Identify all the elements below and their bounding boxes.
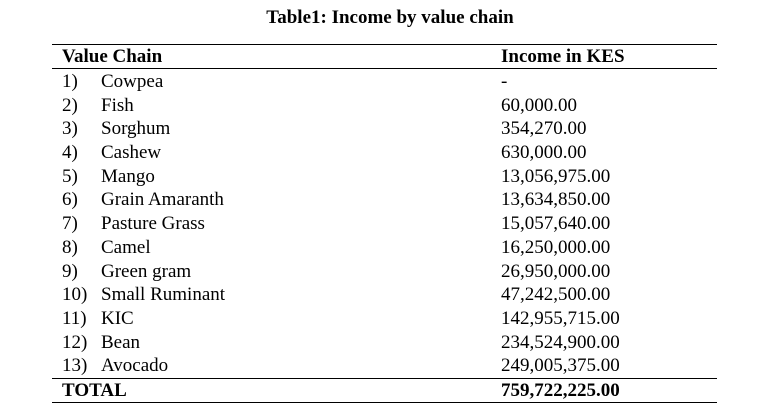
income-value: 234,524,900.00 bbox=[501, 331, 620, 353]
column-header-income: Income in KES bbox=[501, 46, 625, 67]
value-chain-name: Green gram bbox=[101, 260, 192, 282]
value-chain-name: Avocado bbox=[101, 355, 169, 377]
row-number: 4) bbox=[62, 142, 78, 164]
value-chain-name: Cowpea bbox=[101, 71, 164, 92]
table-row: 6) Grain Amaranth 13,634,850.00 bbox=[52, 188, 717, 212]
table-row: 9) Green gram 26,950,000.00 bbox=[52, 260, 717, 284]
table-row: 1) Cowpea - bbox=[52, 70, 717, 94]
value-chain-name: Camel bbox=[101, 236, 151, 258]
row-number: 3) bbox=[62, 118, 78, 140]
income-value: 354,270.00 bbox=[501, 118, 587, 140]
value-chain-name: Mango bbox=[101, 165, 155, 187]
row-number: 10) bbox=[62, 284, 88, 306]
table-row: 11) KIC 142,955,715.00 bbox=[52, 307, 717, 331]
table-row: 13) Avocado 249,005,375.00 bbox=[52, 354, 717, 378]
income-value: 13,056,975.00 bbox=[501, 165, 611, 187]
value-chain-name: Pasture Grass bbox=[101, 213, 205, 235]
total-label: TOTAL bbox=[62, 380, 127, 401]
income-value: 16,250,000.00 bbox=[501, 236, 611, 258]
table-row: 10) Small Ruminant 47,242,500.00 bbox=[52, 283, 717, 307]
table-row: 8) Camel 16,250,000.00 bbox=[52, 236, 717, 260]
total-rule bbox=[52, 378, 717, 379]
row-number: 5) bbox=[62, 165, 78, 187]
column-header-value-chain: Value Chain bbox=[62, 46, 163, 67]
row-number: 1) bbox=[62, 71, 78, 92]
table-top-rule bbox=[52, 44, 717, 45]
row-number: 6) bbox=[62, 189, 78, 211]
income-value: 13,634,850.00 bbox=[501, 189, 611, 211]
row-number: 2) bbox=[62, 94, 78, 116]
total-row: TOTAL 759,722,225.00 bbox=[52, 380, 717, 402]
table-row: 7) Pasture Grass 15,057,640.00 bbox=[52, 212, 717, 236]
value-chain-name: Cashew bbox=[101, 142, 162, 164]
value-chain-name: KIC bbox=[101, 307, 134, 329]
total-value: 759,722,225.00 bbox=[501, 380, 620, 401]
table-row: 5) Mango 13,056,975.00 bbox=[52, 165, 717, 189]
income-value: 15,057,640.00 bbox=[501, 213, 611, 235]
income-value: 60,000.00 bbox=[501, 94, 577, 116]
income-value: 249,005,375.00 bbox=[501, 355, 620, 377]
row-number: 9) bbox=[62, 260, 78, 282]
table-row: 4) Cashew 630,000.00 bbox=[52, 141, 717, 165]
value-chain-name: Fish bbox=[101, 94, 134, 116]
table-bottom-rule bbox=[52, 402, 717, 403]
income-value: - bbox=[501, 71, 508, 92]
value-chain-name: Grain Amaranth bbox=[101, 189, 224, 211]
value-chain-name: Sorghum bbox=[101, 118, 171, 140]
income-value: 630,000.00 bbox=[501, 142, 587, 164]
table-row: 12) Bean 234,524,900.00 bbox=[52, 331, 717, 355]
income-value: 47,242,500.00 bbox=[501, 284, 611, 306]
income-value: 142,955,715.00 bbox=[501, 307, 620, 329]
row-number: 12) bbox=[62, 331, 88, 353]
row-number: 8) bbox=[62, 236, 78, 258]
table-row: 2) Fish 60,000.00 bbox=[52, 94, 717, 118]
header-rule bbox=[52, 68, 717, 69]
row-number: 11) bbox=[62, 307, 87, 329]
row-number: 13) bbox=[62, 355, 88, 377]
table-body: 1) Cowpea - 2) Fish 60,000.00 3) Sorghum… bbox=[52, 70, 717, 378]
value-chain-name: Small Ruminant bbox=[101, 284, 226, 306]
row-number: 7) bbox=[62, 213, 78, 235]
table-row: 3) Sorghum 354,270.00 bbox=[52, 117, 717, 141]
income-value: 26,950,000.00 bbox=[501, 260, 611, 282]
table-caption: Table1: Income by value chain bbox=[266, 7, 514, 28]
value-chain-name: Bean bbox=[101, 331, 141, 353]
